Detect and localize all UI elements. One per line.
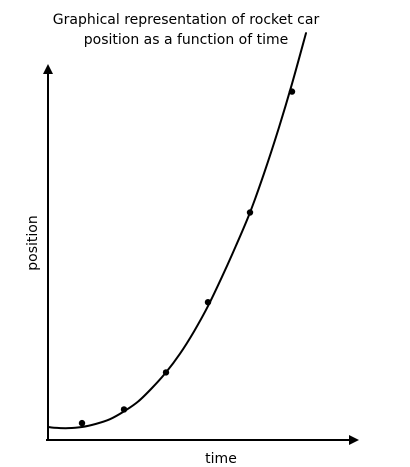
data-point — [204, 299, 212, 306]
data-point — [246, 209, 254, 216]
chart-title-line-1: Graphical representation of rocket car — [53, 12, 320, 28]
data-point — [78, 419, 86, 427]
x-axis-label: time — [205, 451, 237, 467]
data-point — [120, 406, 128, 413]
y-axis-label: position — [25, 215, 41, 270]
data-point — [162, 369, 170, 376]
fit-curve — [47, 32, 307, 430]
plot-area — [47, 32, 307, 430]
axes — [43, 64, 359, 445]
chart-title-line-2: position as a function of time — [84, 32, 288, 48]
data-point — [288, 88, 296, 95]
